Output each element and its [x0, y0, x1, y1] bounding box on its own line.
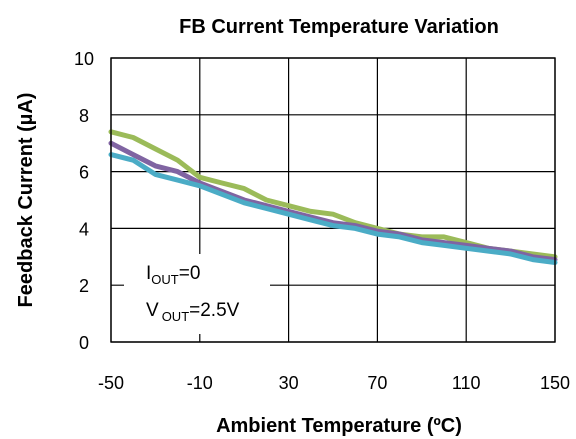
x-axis-ticks: -50 -10 30 70 110 150: [98, 373, 570, 393]
annotation-vout-sub: OUT: [162, 309, 190, 324]
y-tick-label-5: 10: [74, 49, 94, 69]
x-tick-label-2: 30: [279, 373, 299, 393]
chart-title: FB Current Temperature Variation: [179, 16, 499, 38]
x-tick-label-5: 150: [540, 373, 570, 393]
annotation-iout-prefix: I: [146, 263, 151, 284]
x-axis-label: Ambient Temperature (ºC): [216, 415, 462, 437]
y-tick-label-0: 0: [79, 333, 89, 353]
annotation-block: IOUT=0 V OUT=2.5V: [124, 254, 270, 334]
annotation-vout: V OUT=2.5V: [146, 300, 240, 324]
annotation-vout-suffix: =2.5V: [189, 300, 240, 321]
x-tick-label-0: -50: [98, 373, 124, 393]
plot-frame: [110, 57, 556, 343]
series-line-0: [108, 129, 558, 260]
series-line-2: [108, 152, 558, 265]
series-line-1: [108, 140, 558, 263]
annotation-iout: IOUT=0: [146, 263, 200, 287]
y-tick-label-2: 4: [79, 219, 89, 239]
x-tick-label-1: -10: [187, 373, 213, 393]
y-tick-label-1: 2: [79, 276, 89, 296]
annotation-iout-suffix: =0: [179, 263, 201, 284]
annotation-vout-prefix: V: [146, 300, 159, 321]
chart-series: [108, 129, 558, 265]
annotation-iout-sub: OUT: [151, 272, 179, 287]
y-axis-label: Feedback Current (µA): [15, 93, 37, 308]
y-tick-label-4: 8: [79, 106, 89, 126]
annotation-background: [124, 254, 270, 334]
x-tick-label-4: 110: [452, 373, 481, 393]
y-axis-ticks: 0 2 4 6 8 10: [74, 49, 94, 353]
x-tick-label-3: 70: [367, 373, 387, 393]
y-tick-label-3: 6: [79, 163, 89, 183]
